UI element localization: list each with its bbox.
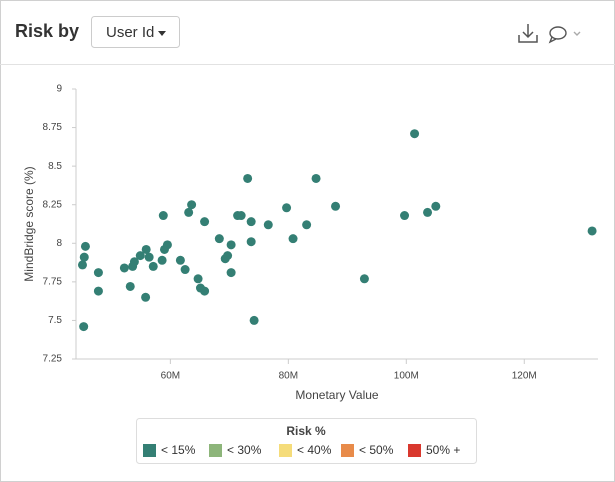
point xyxy=(263,220,273,230)
dropdown[interactable]: User Id xyxy=(91,16,180,48)
point xyxy=(243,173,253,183)
point xyxy=(587,226,597,236)
point xyxy=(423,207,433,217)
point xyxy=(187,200,197,210)
point xyxy=(141,244,151,254)
point xyxy=(129,257,139,267)
y-axis-label: MindBridge score (%) xyxy=(22,166,36,281)
comment-icon[interactable] xyxy=(548,26,581,44)
point xyxy=(288,234,298,244)
point xyxy=(162,240,172,250)
point xyxy=(200,286,210,296)
point xyxy=(79,252,89,262)
point xyxy=(157,255,167,265)
point xyxy=(180,265,190,275)
dropdown-caret[interactable] xyxy=(158,31,166,36)
point xyxy=(226,268,236,278)
legend-label: < 30% xyxy=(227,443,262,457)
point xyxy=(79,322,89,332)
point xyxy=(148,261,158,271)
point xyxy=(214,234,224,244)
point xyxy=(80,241,90,251)
y-tick-label: 9 xyxy=(56,84,62,95)
point xyxy=(200,217,210,227)
point xyxy=(175,255,185,265)
point xyxy=(158,211,168,221)
point xyxy=(249,315,259,325)
download-icon[interactable] xyxy=(518,24,538,43)
dropdown-box[interactable] xyxy=(91,16,180,48)
point xyxy=(193,274,203,284)
y-tick-label: 7.25 xyxy=(43,354,63,365)
y-tick-label: 7.5 xyxy=(48,315,62,326)
y-tick-label: 7.75 xyxy=(43,276,63,287)
point xyxy=(359,274,369,284)
point xyxy=(400,211,410,221)
y-tick-label: 8.5 xyxy=(48,161,62,172)
legend-swatch xyxy=(341,444,354,457)
point xyxy=(311,173,321,183)
legend-label: < 15% xyxy=(161,443,196,457)
point xyxy=(410,129,420,139)
point xyxy=(93,286,103,296)
legend-label: 50% + xyxy=(426,443,460,457)
y-tick-label: 8.75 xyxy=(43,122,63,133)
point xyxy=(282,203,292,213)
point xyxy=(184,207,194,217)
y-tick-label: 8.25 xyxy=(43,199,63,210)
x-axis-label: Monetary Value xyxy=(295,388,378,402)
legend-swatch xyxy=(408,444,421,457)
point xyxy=(331,201,341,211)
x-tick-label: 60M xyxy=(161,371,180,382)
point xyxy=(125,281,135,291)
legend-label: < 40% xyxy=(297,443,332,457)
point xyxy=(135,251,145,261)
point xyxy=(223,251,233,261)
point xyxy=(119,263,129,273)
point xyxy=(302,220,312,230)
legend-label: < 50% xyxy=(359,443,394,457)
legend-title: Risk % xyxy=(286,424,326,438)
x-tick-label: 100M xyxy=(394,371,419,382)
x-tick-label: 120M xyxy=(512,371,537,382)
dropdown-label[interactable]: User Id xyxy=(106,24,154,41)
point xyxy=(246,237,256,247)
point xyxy=(226,240,236,250)
point xyxy=(246,217,256,227)
point xyxy=(431,201,441,211)
y-tick-label: 8 xyxy=(56,238,62,249)
point xyxy=(236,211,246,221)
point xyxy=(93,268,103,278)
header-title: Risk by xyxy=(15,21,79,41)
point xyxy=(141,292,151,302)
x-tick-label: 80M xyxy=(279,371,298,382)
legend-swatch xyxy=(209,444,222,457)
legend-swatch xyxy=(279,444,292,457)
legend-swatch xyxy=(143,444,156,457)
point xyxy=(144,252,154,262)
point xyxy=(77,260,87,270)
